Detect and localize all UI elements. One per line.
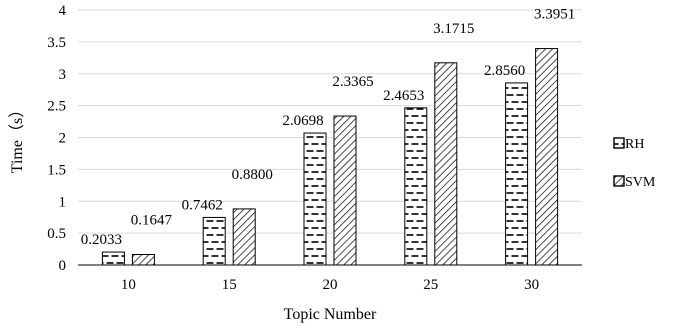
bar-rh-10 (101, 251, 125, 266)
bar-svm-25 (434, 62, 458, 266)
y-tick-label: 3.5 (47, 35, 66, 51)
y-tick-labels: 0 0.5 1 1.5 2 2.5 3 3.5 4 (47, 3, 66, 274)
legend: RH SVM (613, 137, 656, 190)
data-label-svm-10: 0.1647 (131, 213, 173, 229)
y-axis-title: Time（s） (8, 102, 26, 173)
data-label-rh-15: 0.7462 (182, 197, 223, 213)
x-tick-labels: 10 15 20 25 30 (121, 277, 539, 293)
bar-rh-15 (202, 216, 226, 266)
bars-group (101, 48, 559, 266)
x-tick-label: 25 (423, 277, 438, 293)
data-label-rh-20: 2.0698 (282, 113, 323, 129)
x-tick-label: 30 (524, 277, 539, 293)
bar-svm-10 (131, 254, 155, 266)
bar-svm-30 (535, 48, 559, 266)
data-labels-group: 0.2033 0.1647 0.7462 0.8800 2.0698 2.3365 2.46… (81, 7, 575, 248)
legend-label-rh: RH (625, 137, 644, 152)
x-tick-label: 20 (323, 277, 338, 293)
legend-swatch-svm (613, 175, 625, 187)
data-label-rh-10: 0.2033 (81, 232, 122, 248)
x-tick-label: 15 (222, 277, 237, 293)
y-tick-label: 2 (59, 131, 67, 147)
data-label-rh-30: 2.8560 (484, 63, 525, 79)
y-tick-label: 0.5 (47, 226, 66, 242)
bar-svm-20 (333, 115, 357, 266)
y-tick-label: 2.5 (47, 99, 66, 115)
y-tick-label: 1 (59, 194, 67, 210)
bar-rh-20 (303, 132, 327, 266)
x-tick-label: 10 (121, 277, 136, 293)
bar-rh-25 (404, 107, 428, 266)
legend-swatch-rh (613, 137, 625, 149)
x-axis-title: Topic Number (284, 306, 377, 323)
y-tick-label: 1.5 (47, 162, 66, 178)
data-label-svm-15: 0.8800 (232, 167, 273, 183)
y-tick-label: 4 (59, 3, 67, 19)
grid-lines (78, 9, 582, 234)
data-label-rh-25: 2.4653 (383, 88, 424, 104)
data-label-svm-25: 3.1715 (433, 21, 474, 37)
bar-svm-15 (232, 208, 256, 266)
data-label-svm-20: 2.3365 (332, 74, 373, 90)
bar-rh-30 (505, 82, 529, 266)
data-label-svm-30: 3.3951 (534, 7, 575, 23)
legend-label-svm: SVM (625, 175, 656, 190)
y-tick-label: 3 (59, 67, 67, 83)
y-tick-label: 0 (59, 258, 67, 274)
